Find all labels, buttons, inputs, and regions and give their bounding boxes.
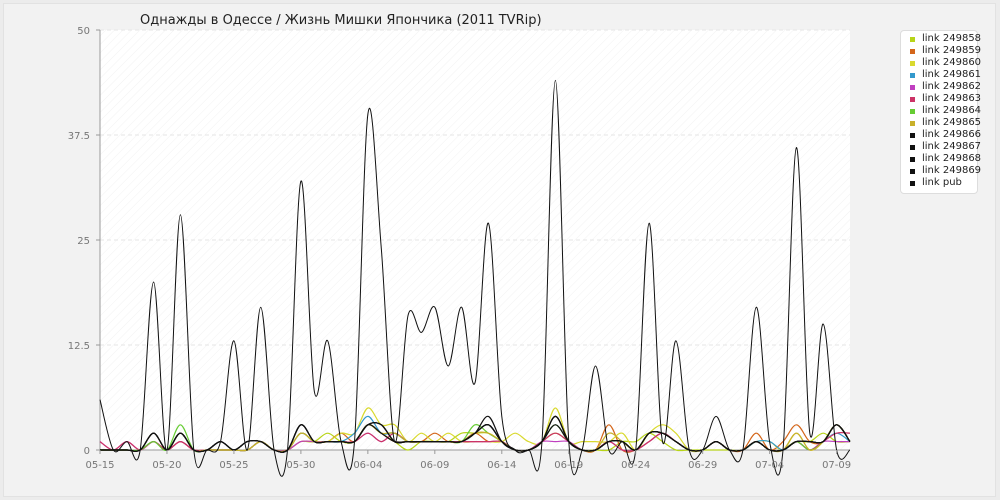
y-tick-label: 25: [77, 236, 90, 247]
legend-item: link 249859: [901, 45, 981, 57]
chart-title: Однажды в Одессе / Жизнь Мишки Япончика …: [140, 13, 542, 28]
y-tick-label: 37.5: [68, 131, 90, 142]
legend-label: link 249865: [922, 117, 982, 128]
legend-item: link 249869: [901, 165, 981, 177]
y-tick-label: 12.5: [68, 341, 90, 352]
legend-label: link 249858: [922, 33, 982, 44]
y-axis-ticks: 0 12.5 25 37.5 50: [68, 26, 100, 457]
legend-swatch: [910, 168, 915, 174]
legend-item: link 249863: [901, 93, 981, 105]
legend-swatch: [910, 144, 915, 150]
x-tick-label: 06-19: [554, 460, 583, 471]
x-tick-label: 07-04: [755, 460, 784, 471]
legend-item: link 249860: [901, 57, 981, 69]
series-lines: [99, 79, 851, 477]
legend-label: link 249868: [922, 153, 982, 164]
legend-item: link 249866: [901, 129, 981, 141]
legend-swatch: [910, 84, 915, 90]
legend-label: link 249859: [922, 45, 982, 56]
legend-label: link 249864: [922, 105, 982, 116]
legend: link 249858 link 249859 link 249860 link 24…: [900, 30, 981, 194]
legend-item: link 249861: [901, 69, 981, 81]
legend-swatch: [910, 72, 915, 78]
grid-lines: [100, 29, 850, 346]
legend-label: link 249866: [922, 129, 982, 140]
x-tick-label: 06-09: [420, 460, 449, 471]
legend-label: link 249867: [922, 141, 982, 152]
legend-label: link 249869: [922, 165, 982, 176]
x-tick-label: 07-09: [822, 460, 851, 471]
legend-item: link 249865: [901, 117, 981, 129]
legend-swatch: [910, 180, 915, 186]
x-tick-label: 06-24: [621, 460, 650, 471]
legend-swatch: [910, 156, 915, 162]
x-tick-label: 06-29: [688, 460, 717, 471]
legend-label: link pub: [922, 177, 962, 188]
legend-item: link 249858: [901, 33, 981, 45]
legend-swatch: [910, 132, 915, 138]
series-line-link-pub: [99, 79, 851, 477]
legend-label: link 249860: [922, 57, 982, 68]
y-tick-label: 50: [77, 26, 90, 37]
x-axis-ticks: 05-15 05-20 05-25 05-30 06-04 06-09 06-14 06-19…: [85, 450, 851, 471]
legend-swatch: [910, 120, 915, 126]
legend-swatch: [910, 36, 915, 42]
series-line-link-249869: [99, 415, 851, 453]
legend-item: link pub: [901, 177, 977, 189]
legend-swatch: [910, 96, 915, 102]
x-tick-label: 05-25: [219, 460, 248, 471]
legend-label: link 249863: [922, 93, 982, 104]
x-tick-label: 06-14: [487, 460, 516, 471]
y-tick-label: 0: [84, 446, 90, 457]
x-tick-label: 05-15: [85, 460, 114, 471]
legend-swatch: [910, 48, 915, 54]
x-tick-label: 05-20: [152, 460, 181, 471]
x-tick-label: 06-04: [353, 460, 382, 471]
legend-item: link 249864: [901, 105, 981, 117]
legend-item: link 249862: [901, 81, 981, 93]
legend-item: link 249868: [901, 153, 981, 165]
x-tick-label: 05-30: [286, 460, 315, 471]
legend-label: link 249861: [922, 69, 982, 80]
legend-swatch: [910, 108, 915, 114]
legend-item: link 249867: [901, 141, 981, 153]
legend-label: link 249862: [922, 81, 982, 92]
legend-swatch: [910, 60, 915, 66]
